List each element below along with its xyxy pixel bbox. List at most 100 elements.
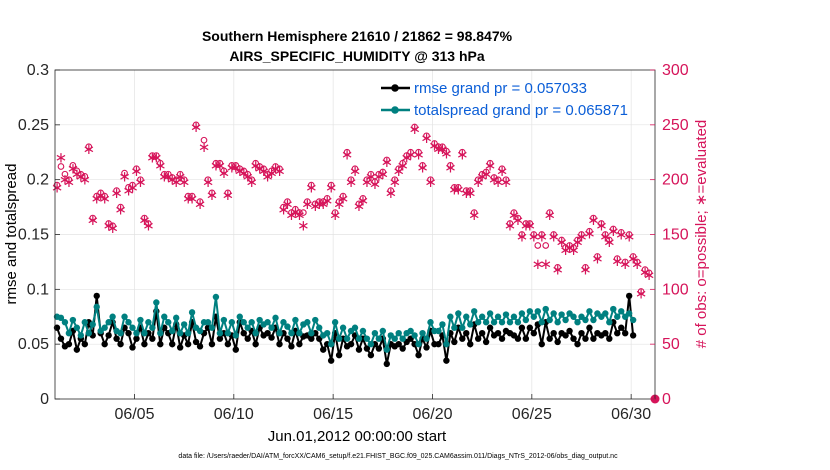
spread-point [244, 324, 251, 331]
spread-point [455, 310, 462, 317]
rmse-point [629, 332, 637, 339]
rmse-point [443, 357, 450, 364]
spread-point [77, 332, 85, 339]
spread-point [105, 319, 112, 326]
obs-evaluated-point: ∗ [59, 171, 72, 189]
rmse-point [141, 340, 148, 348]
obs-evaluated-point: ∗ [345, 173, 358, 191]
rmse-point [117, 340, 124, 348]
obs-possible-point [383, 156, 391, 164]
spread-point [149, 324, 156, 331]
obs-evaluated-point: ∗ [607, 222, 620, 240]
spread-point [256, 316, 263, 324]
spread-point [157, 330, 164, 337]
spread-point [180, 321, 188, 328]
spread-point [602, 310, 609, 317]
chart-title-line-1: Southern Hemisphere 21610 / 21862 = 98.8… [202, 28, 513, 44]
spread-point [276, 330, 283, 337]
obs-evaluated-point: ∗ [214, 156, 227, 174]
obs-possible-point [359, 194, 367, 202]
spread-point [81, 319, 89, 326]
obs-possible-point [466, 187, 474, 194]
spread-point [252, 330, 259, 337]
obs-evaluated-point: ∗ [520, 217, 533, 235]
spread-point [443, 340, 450, 348]
rmse-point [93, 292, 100, 300]
obs-evaluated-point: ∗ [456, 145, 469, 163]
spread-point [284, 323, 291, 330]
spread-point [538, 319, 545, 326]
obs-evaluated-point: ∗ [134, 173, 147, 191]
obs-possible-point [180, 176, 188, 184]
rmse-point [288, 343, 295, 350]
obs-evaluated-point: ∗ [492, 173, 505, 191]
spread-point [240, 319, 247, 326]
obs-possible-point [502, 176, 510, 184]
obs-possible-point [268, 167, 275, 175]
obs-possible-point [637, 288, 645, 295]
obs-evaluated-point: ∗ [126, 178, 139, 196]
spread-point [494, 313, 502, 320]
obs-possible-point [482, 168, 490, 176]
spread-point [399, 335, 406, 342]
spread-point [423, 335, 430, 342]
obs-evaluated-point: ∗ [639, 263, 652, 281]
obs-possible-point [530, 231, 538, 238]
obs-evaluated-point: ∗ [571, 233, 584, 251]
rmse-point [184, 340, 192, 348]
spread-point [304, 319, 311, 326]
obs-evaluated-point: ∗ [118, 167, 131, 185]
obs-possible-point [387, 187, 395, 194]
rmse-point [65, 340, 73, 348]
obs-possible-point [137, 176, 144, 184]
spread-point [498, 319, 506, 326]
obs-possible-point [363, 176, 371, 184]
obs-evaluated-point: ∗ [357, 192, 370, 210]
rmse-point [81, 340, 89, 348]
rmse-point [375, 345, 383, 352]
spread-point [137, 316, 144, 324]
rmse-point [347, 340, 355, 348]
obs-evaluated-point: ∗ [365, 167, 378, 185]
obs-possible-point [617, 228, 625, 236]
rmse-point [621, 330, 629, 337]
rmse-point [399, 345, 406, 352]
obs-evaluated-point: ∗ [158, 167, 171, 185]
obs-possible-point [57, 163, 65, 170]
spread-point [165, 319, 172, 326]
obs-evaluated-point: ∗ [468, 206, 481, 224]
obs-evaluated-point: ∗ [631, 255, 644, 273]
obs-evaluated-point: ∗ [353, 197, 366, 215]
obs-possible-point [184, 192, 192, 200]
obs-possible-point [605, 236, 613, 244]
rmse-point [335, 351, 343, 359]
obs-possible-point [435, 143, 442, 151]
spread-point [93, 303, 100, 311]
rmse-point [268, 334, 275, 341]
obs-evaluated-point: ∗ [257, 162, 270, 180]
obs-evaluated-point: ∗ [591, 250, 604, 268]
obs-possible-point [498, 165, 506, 173]
rmse-point [216, 335, 224, 342]
obs-possible-point [73, 167, 81, 175]
obs-possible-point [53, 181, 61, 189]
rmse-point [125, 330, 132, 337]
spread-point [371, 330, 379, 337]
rmse-point [367, 351, 375, 359]
spread-point [117, 330, 124, 337]
obs-evaluated-point: ∗ [587, 211, 600, 229]
obs-possible-point [351, 165, 359, 173]
obs-possible-point [510, 209, 518, 216]
obs-possible-point [574, 236, 581, 244]
rmse-point [614, 330, 621, 337]
obs-possible-point [204, 176, 212, 184]
obs-evaluated-point: ∗ [289, 202, 302, 220]
y-axis-right-label: # of obs: o=possible; ∗=evaluated [693, 120, 710, 349]
obs-evaluated-point: ∗ [464, 184, 477, 202]
spread-point [395, 330, 402, 337]
spread-point [188, 309, 196, 316]
rmse-point [494, 330, 502, 337]
obs-evaluated-point: ∗ [400, 149, 413, 167]
rmse-point [395, 340, 402, 348]
